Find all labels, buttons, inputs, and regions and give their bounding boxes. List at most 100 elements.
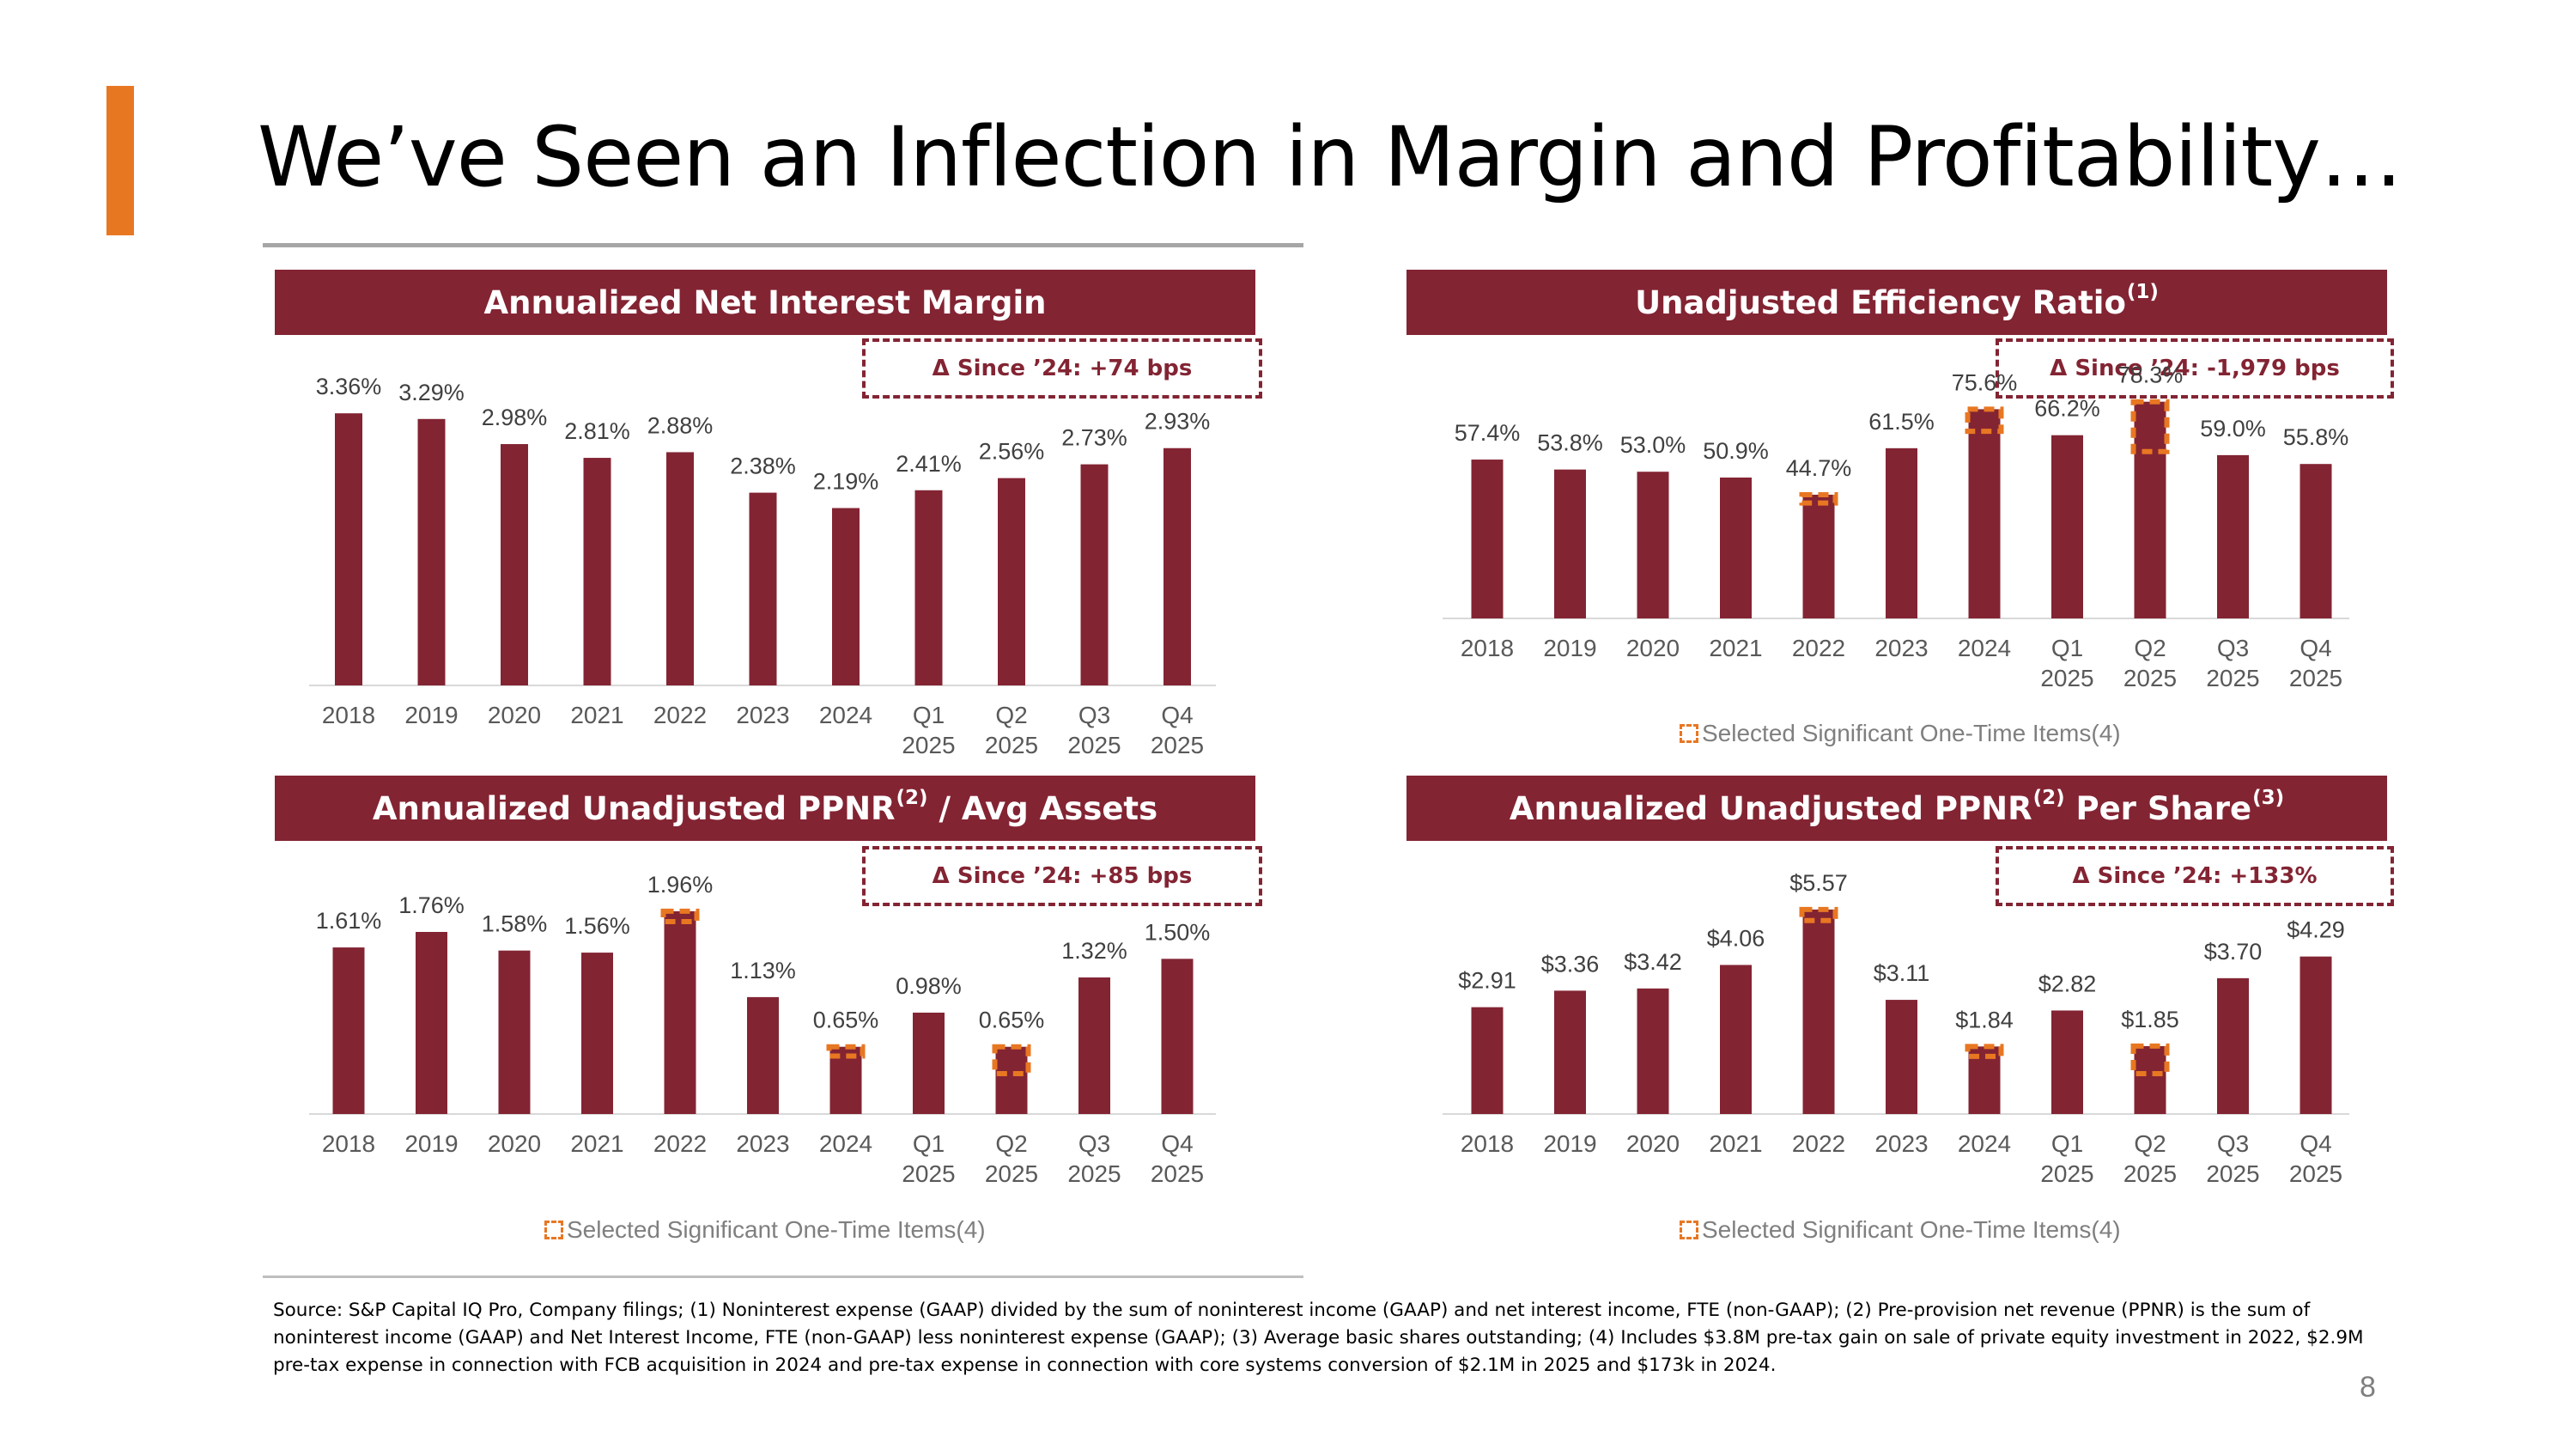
bar (1802, 494, 1835, 618)
panel-title-ppnr-share-sup2: (3) (2252, 787, 2285, 809)
x-tick-label: 2022 (1792, 1130, 1845, 1157)
delta-label-efficiency: Δ Since ’24: -1,979 bps (2050, 356, 2340, 381)
x-tick-label: 2024 (819, 1130, 872, 1157)
x-tick-label: Q4 (2300, 1130, 2331, 1157)
x-tick-label: 2020 (1626, 635, 1680, 661)
data-label: 1.58% (482, 911, 548, 937)
data-label: $4.29 (2287, 917, 2345, 943)
x-tick-label: 2022 (653, 702, 707, 728)
x-tick-label: Q2 (2134, 635, 2166, 661)
x-tick-label: 2018 (322, 1130, 375, 1157)
data-label: 66.2% (2034, 396, 2100, 422)
x-tick-label: 2021 (1709, 1130, 1762, 1157)
bar (998, 478, 1025, 685)
x-tick-label: 2025 (1067, 1160, 1121, 1187)
data-label: 2.98% (482, 405, 548, 430)
x-tick-label: Q3 (2217, 1130, 2249, 1157)
bar (2134, 1045, 2166, 1114)
one-time-item-marker (992, 1044, 1031, 1077)
bar (1471, 460, 1504, 618)
x-tick-label: 2025 (1151, 1160, 1204, 1187)
x-tick-label: 2022 (653, 1130, 707, 1157)
x-tick-label: 2025 (902, 732, 955, 758)
x-tick-label: Q2 (995, 702, 1027, 728)
bar (332, 947, 365, 1114)
data-label: 1.13% (730, 958, 796, 983)
bar (1637, 988, 1669, 1114)
delta-box-nim: Δ Since ’24: +74 bps (862, 338, 1262, 399)
legend-efficiency: Selected Significant One-Time Items(4) (1680, 720, 2121, 747)
x-tick-label: 2021 (1709, 635, 1762, 661)
bar (2051, 435, 2083, 618)
data-label: 78.3% (2117, 362, 2184, 388)
x-tick-label: 2024 (819, 702, 872, 728)
data-label: 2.41% (896, 451, 962, 477)
x-tick-label: 2025 (2123, 1160, 2177, 1187)
one-time-items-swatch (544, 1221, 563, 1239)
bar (1080, 464, 1109, 685)
bar (1161, 959, 1194, 1114)
x-tick-label: 2021 (570, 702, 623, 728)
footnote-divider (263, 1275, 1303, 1278)
data-label: 53.0% (1620, 432, 1686, 458)
data-label: $2.82 (2038, 971, 2097, 996)
data-label: $3.70 (2204, 939, 2263, 965)
x-tick-label: Q1 (913, 1130, 945, 1157)
bar (2217, 454, 2249, 618)
data-label: $4.06 (1707, 925, 1765, 951)
x-tick-label: Q4 (1161, 702, 1193, 728)
panel-title-nim: Annualized Net Interest Margin (483, 283, 1047, 321)
x-tick-label: 2023 (1874, 1130, 1928, 1157)
bar (749, 492, 777, 685)
bar (664, 910, 696, 1114)
x-tick-label: Q2 (995, 1130, 1027, 1157)
bar (1554, 990, 1586, 1114)
one-time-item-marker (660, 908, 700, 924)
x-tick-label: 2025 (902, 1160, 955, 1187)
data-label: 1.56% (564, 913, 630, 939)
data-label: 1.50% (1145, 919, 1211, 945)
panel-title-ppnr-assets-sup: (2) (896, 787, 928, 809)
x-tick-label: 2018 (1461, 635, 1514, 661)
panel-title-ppnr-share: Annualized Unadjusted PPNR (1509, 789, 2032, 827)
bar (913, 1012, 945, 1114)
legend-ppnr-share: Selected Significant One-Time Items(4) (1680, 1216, 2121, 1244)
delta-box-ppnr-share: Δ Since ’24: +133% (1996, 846, 2394, 906)
delta-label-ppnr-assets: Δ Since ’24: +85 bps (932, 863, 1193, 889)
x-tick-label: 2025 (1067, 732, 1121, 758)
bar (1802, 909, 1835, 1114)
data-label: $5.57 (1789, 870, 1848, 896)
x-tick-label: 2019 (404, 702, 458, 728)
bar (1163, 447, 1191, 685)
data-label: $2.91 (1458, 968, 1516, 994)
x-tick-label: 2019 (404, 1130, 458, 1157)
data-label: 50.9% (1703, 438, 1769, 464)
panel-title-efficiency: Unadjusted Efficiency Ratio (1635, 283, 2126, 321)
data-label: 1.61% (316, 908, 382, 934)
x-tick-label: 2019 (1543, 635, 1596, 661)
bar (832, 508, 860, 685)
panel-title-ppnr-share-sup: (2) (2032, 787, 2065, 809)
x-tick-label: 2025 (2206, 665, 2259, 691)
x-tick-label: 2018 (1461, 1130, 1514, 1157)
x-tick-label: Q1 (2051, 1130, 2083, 1157)
chart-nim: 3.36% 2018 3.29% 2019 2.98% 2020 2.81% 2021 2.88… (309, 374, 1216, 758)
data-label: 0.65% (979, 1008, 1045, 1033)
bar (914, 490, 943, 685)
data-label: 2.81% (564, 418, 630, 444)
x-tick-label: Q1 (2051, 635, 2083, 661)
data-label: 2.73% (1061, 425, 1127, 451)
data-label: 61.5% (1868, 409, 1935, 435)
data-label: 2.93% (1145, 409, 1211, 435)
delta-box-efficiency: Δ Since ’24: -1,979 bps (1996, 338, 2394, 399)
one-time-item-marker (1799, 491, 1838, 506)
x-tick-label: 2025 (2123, 665, 2177, 691)
data-label: 0.98% (896, 973, 962, 999)
x-tick-label: 2025 (2040, 665, 2093, 691)
data-label: 1.76% (398, 892, 465, 918)
bar (416, 932, 447, 1114)
data-label: 55.8% (2283, 424, 2349, 450)
panel-header-ppnr-assets: Annualized Unadjusted PPNR (2) / Avg Asse… (275, 776, 1255, 841)
delta-box-ppnr-assets: Δ Since ’24: +85 bps (862, 846, 1262, 906)
bar (581, 953, 613, 1114)
